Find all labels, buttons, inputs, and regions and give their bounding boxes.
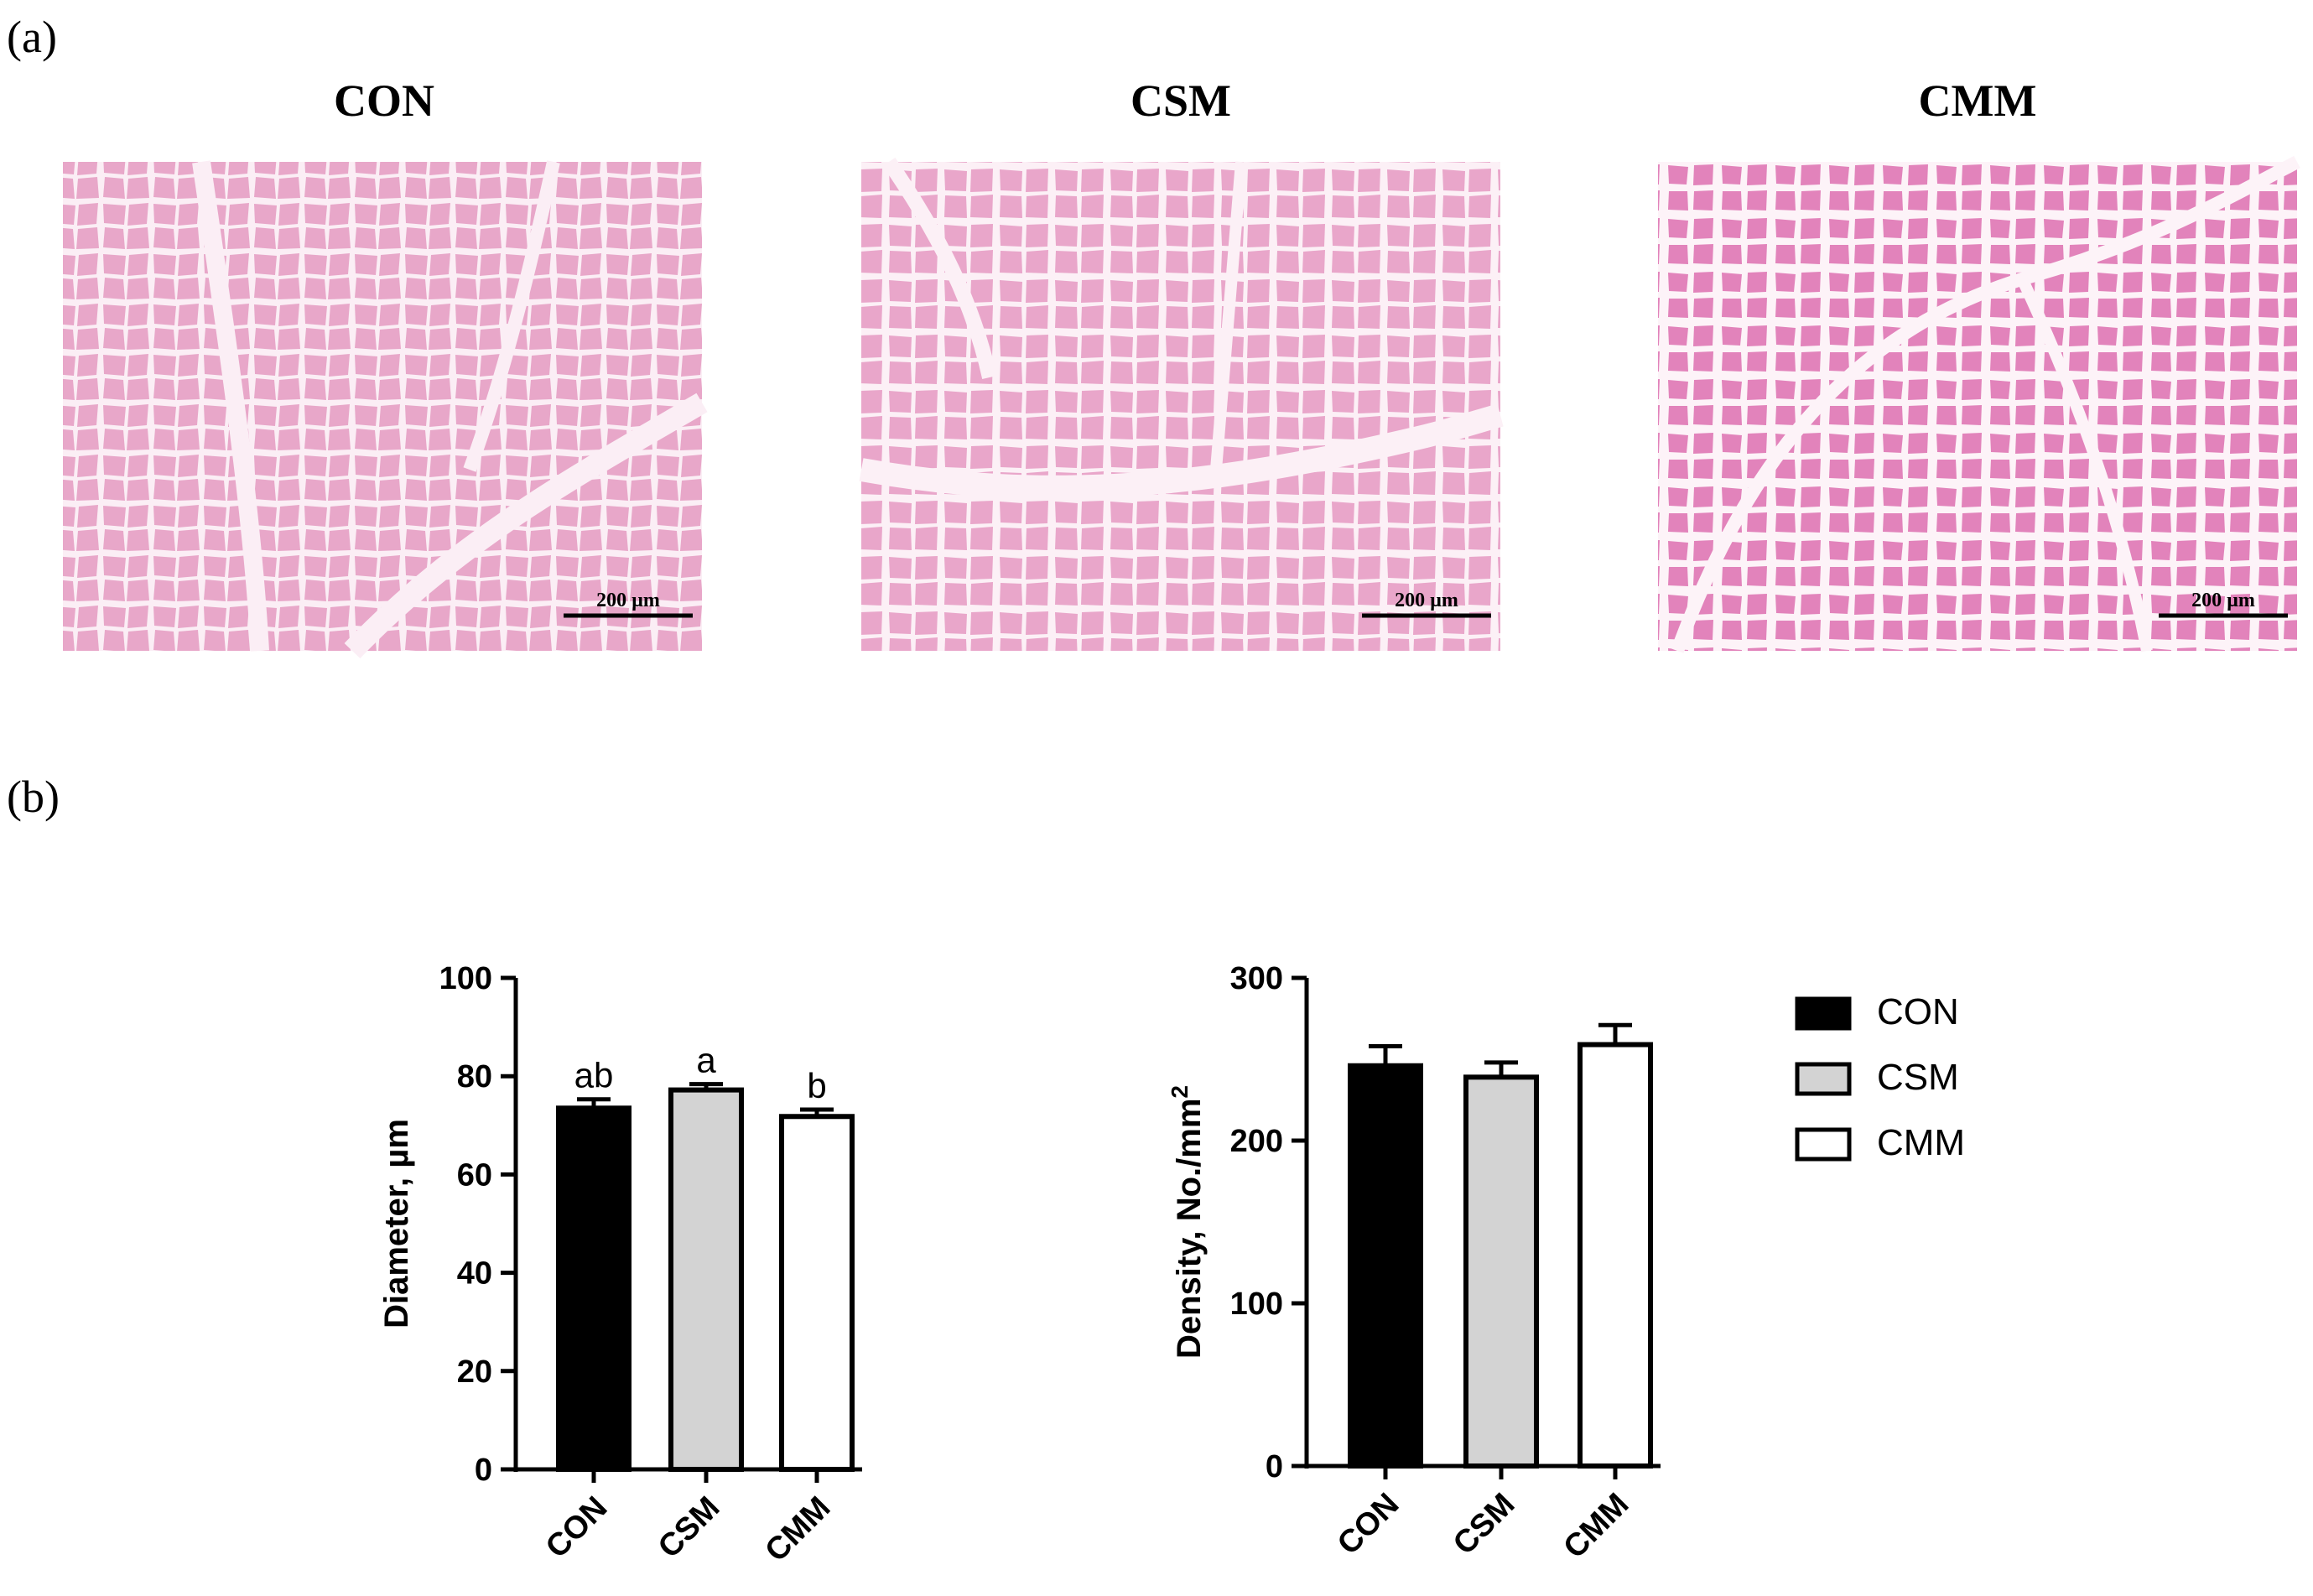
septum-csm xyxy=(859,403,1504,499)
x-tick-label-cmm: CMM xyxy=(758,1490,837,1569)
bar-csm xyxy=(668,1087,744,1473)
y-tick-label: 0 xyxy=(475,1453,492,1488)
bar-cmm xyxy=(779,1114,855,1472)
legend-swatch-csm xyxy=(1795,1062,1852,1096)
y-axis-label: Density, No./mm2 xyxy=(1167,1085,1208,1359)
y-tick-label: 300 xyxy=(1230,961,1283,996)
legend-label-con: CON xyxy=(1877,991,1959,1032)
micrograph-con: 200 µm xyxy=(63,160,708,658)
scale-bar-label-con: 200 µm xyxy=(596,590,660,611)
septum-con xyxy=(463,160,560,472)
panel-b-label: (b) xyxy=(7,772,60,822)
x-tick-label-csm: CSM xyxy=(652,1490,726,1565)
septum-con xyxy=(344,393,708,658)
y-tick-label: 200 xyxy=(1230,1124,1283,1159)
septum-con xyxy=(192,160,269,652)
bar-csm xyxy=(1463,1074,1539,1469)
micrograph-cmm: 200 µm xyxy=(1658,155,2300,653)
legend-swatch-con xyxy=(1795,996,1852,1031)
scale-bar-label-csm: 200 µm xyxy=(1395,590,1458,611)
septum-csm xyxy=(882,157,997,379)
y-axis-label: Diameter, µm xyxy=(378,1119,415,1328)
septum-csm xyxy=(1210,161,1247,470)
significance-letter-con: ab xyxy=(574,1056,614,1095)
y-tick-label: 20 xyxy=(457,1354,492,1390)
density-bar-chart: CON CSM CMM 0 100 200 300 Density, No./mm2 xyxy=(1167,961,1661,1566)
panel-title-con: CON xyxy=(334,75,434,126)
x-tick-label-con: CON xyxy=(539,1490,614,1565)
significance-letter-cmm: b xyxy=(807,1066,826,1105)
bar-cmm xyxy=(1578,1042,1653,1469)
scale-bar-label-cmm: 200 µm xyxy=(2191,590,2255,611)
significance-letter-csm: a xyxy=(696,1041,716,1080)
y-tick-label: 80 xyxy=(457,1059,492,1094)
bar-con xyxy=(1348,1063,1423,1469)
panel-title-cmm: CMM xyxy=(1919,75,2037,126)
x-tick-label-con: CON xyxy=(1331,1487,1406,1562)
legend: CON CSM CMM xyxy=(1795,991,1965,1163)
y-tick-label: 40 xyxy=(457,1256,492,1292)
y-tick-label: 100 xyxy=(439,961,492,996)
y-tick-label: 100 xyxy=(1230,1287,1283,1322)
micrograph-con-tissue xyxy=(63,162,702,651)
legend-label-csm: CSM xyxy=(1877,1057,1959,1098)
panel-title-csm: CSM xyxy=(1131,75,1231,126)
micrograph-csm-tissue xyxy=(861,162,1500,651)
y-axis-label-superscript: 2 xyxy=(1167,1085,1193,1099)
legend-swatch-cmm xyxy=(1795,1127,1852,1162)
y-tick-label: 0 xyxy=(1266,1449,1283,1484)
legend-label-cmm: CMM xyxy=(1877,1122,1965,1163)
septum-cmm xyxy=(1671,155,2300,653)
micrograph-cmm-tissue xyxy=(1658,162,2297,651)
diameter-bar-chart: ab CON a CSM b CMM 0 20 40 60 80 100 Diameter, µm xyxy=(378,961,862,1569)
y-tick-label: 60 xyxy=(457,1157,492,1193)
panel-a-label: (a) xyxy=(7,12,57,62)
septum-cmm xyxy=(2015,274,2153,652)
x-tick-label-csm: CSM xyxy=(1447,1487,1521,1562)
x-tick-label-cmm: CMM xyxy=(1557,1487,1635,1566)
micrograph-csm: 200 µm xyxy=(859,157,1504,651)
bar-con xyxy=(556,1105,632,1473)
